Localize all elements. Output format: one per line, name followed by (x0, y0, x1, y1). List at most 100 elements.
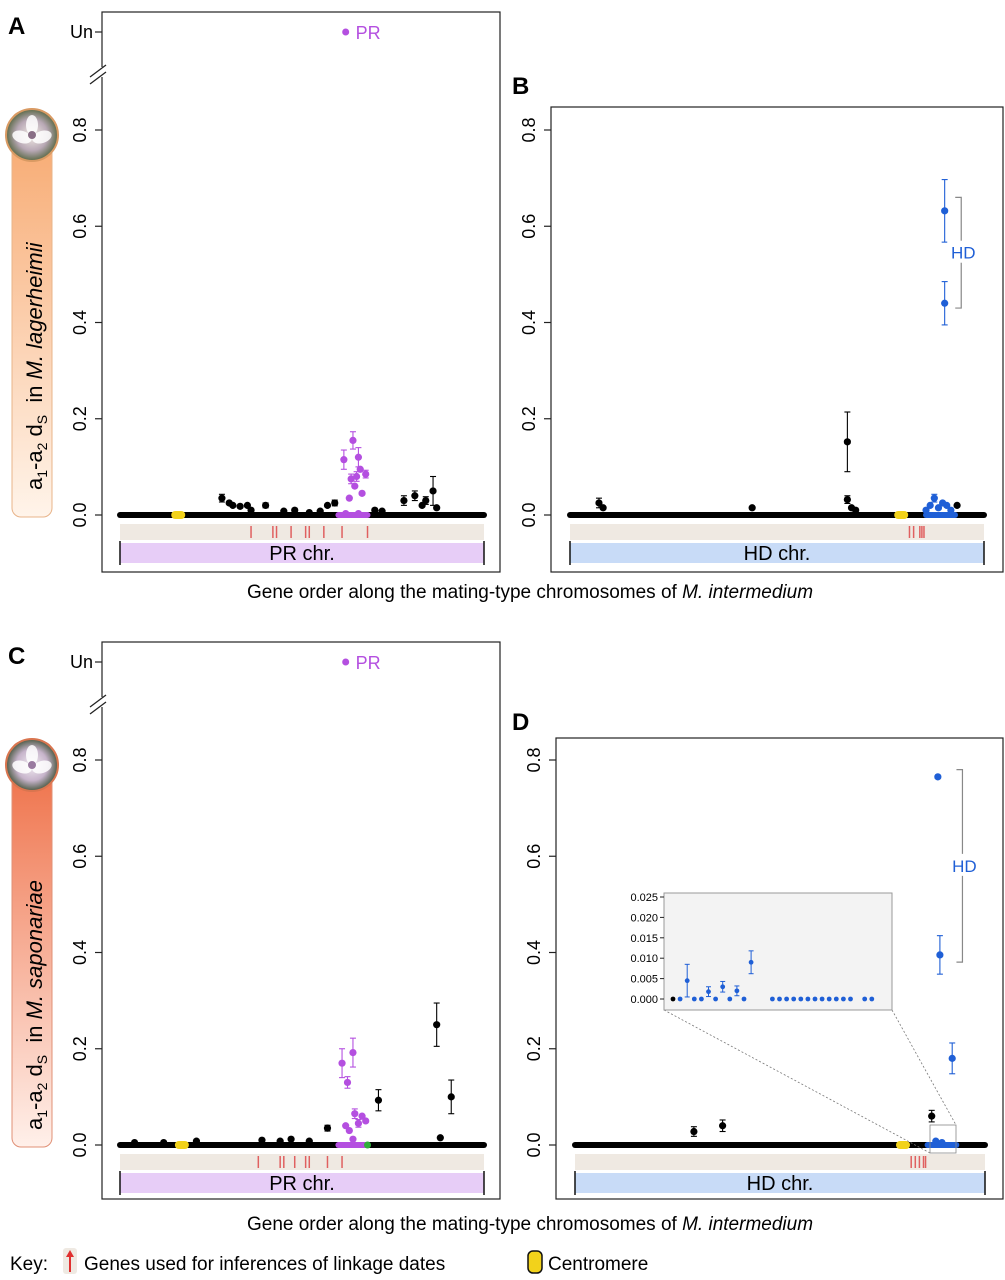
inset-connector (663, 1009, 931, 1154)
centromere-marker (174, 1141, 189, 1149)
data-point (928, 1112, 936, 1120)
inset-data-point (720, 984, 726, 990)
data-point (941, 299, 949, 307)
data-point (305, 1137, 313, 1145)
data-point (236, 502, 244, 510)
data-point (349, 1049, 357, 1057)
data-point (331, 499, 339, 507)
chromosome-label: HD chr. (744, 543, 811, 565)
data-point (351, 1110, 359, 1118)
key-genes-text: Genes used for inferences of linkage dat… (84, 1254, 445, 1275)
unknown-pr-label: PR (356, 653, 381, 673)
y-tick-label: 0.6 (70, 844, 90, 869)
x-caption-bottom: Gene order along the mating-type chromos… (247, 1214, 813, 1235)
y-tick-label: 0.4 (70, 940, 90, 965)
y-tick-un-label: Un (70, 22, 93, 42)
y-tick-label: 0.0 (519, 502, 539, 527)
data-point (353, 472, 361, 481)
inset-data-point (670, 996, 676, 1002)
row-label-a: a1-a2 dS in M. lagerheimii (5, 108, 59, 518)
data-point (433, 1021, 441, 1029)
y-tick-label: 0.0 (70, 1132, 90, 1157)
plot-frame (555, 737, 1004, 1200)
data-point (938, 1138, 946, 1147)
key: Key: Genes used for inferences of linkag… (10, 1248, 648, 1275)
data-point (262, 501, 270, 509)
data-point (354, 1119, 363, 1127)
data-point (276, 1137, 284, 1145)
data-point (947, 506, 955, 514)
inset-data-point (812, 996, 818, 1002)
hd-label: HD (952, 857, 977, 876)
data-point (362, 1117, 370, 1125)
inset-data-point (770, 996, 775, 1002)
panel-b: B 0.0 0.2 0.4 0.6 0.8 HD chr. HD (512, 73, 1004, 573)
data-point (247, 506, 255, 514)
data-point (690, 1127, 698, 1136)
chromosome-bar (120, 1173, 484, 1193)
chromosome-bar (120, 543, 484, 563)
data-point (291, 506, 299, 514)
inset-data-point (798, 996, 804, 1002)
key-centromere-swatch (527, 1250, 543, 1274)
green-marker (364, 1141, 372, 1149)
linkage-track (575, 1154, 985, 1170)
data-point (323, 501, 332, 509)
data-point (218, 494, 226, 502)
data-point (351, 482, 359, 490)
data-point (843, 496, 851, 504)
inset-data-point (684, 978, 690, 984)
data-point (943, 501, 951, 509)
panel-letter: A (8, 13, 25, 40)
axis-break-mark (89, 701, 107, 715)
data-point (343, 1078, 352, 1087)
data-point (358, 489, 366, 497)
data-point (347, 475, 355, 483)
plot-frame (550, 106, 1004, 573)
data-point (342, 509, 350, 518)
inset-source-box (929, 1124, 957, 1154)
inset-data-point (699, 996, 704, 1002)
data-point (599, 504, 607, 512)
data-point (280, 507, 288, 515)
linkage-track (120, 524, 484, 540)
data-point (934, 504, 943, 512)
data-point (433, 504, 441, 512)
inset-data-point (741, 996, 747, 1002)
y-tick-label: 0.8 (519, 117, 539, 142)
data-point (429, 487, 437, 495)
inset: 0.000 0.005 0.010 0.015 0.020 0.025 (630, 892, 957, 1154)
unknown-pr-point (342, 658, 350, 666)
inset-y-tick-label: 0.010 (630, 953, 658, 965)
data-point (436, 1134, 444, 1142)
inset-data-point (713, 996, 718, 1002)
panel-letter: C (8, 643, 25, 670)
data-point (719, 1122, 727, 1130)
data-point (922, 506, 930, 514)
y-tick-label: 0.6 (70, 214, 90, 239)
panel-letter: D (512, 709, 529, 736)
hd-label-bg (948, 853, 979, 876)
data-point (852, 506, 860, 514)
inset-y-tick-label: 0.015 (630, 933, 658, 945)
x-caption-top: Gene order along the mating-type chromos… (247, 582, 813, 603)
row-label-c-text: a1-a2 dS in M. saponariae (22, 880, 50, 1130)
hd-label: HD (951, 244, 976, 263)
inset-data-point (826, 996, 832, 1002)
inset-data-point (706, 989, 711, 995)
inset-frame (663, 892, 893, 1011)
data-point (941, 207, 949, 215)
y-tick-label: 0.6 (519, 214, 539, 239)
data-point (932, 1137, 940, 1145)
linkage-track (570, 524, 984, 540)
y-tick-label: 0.8 (70, 747, 90, 772)
data-point (160, 1138, 168, 1147)
row-label-c: a1-a2 dS in M. saponariae (5, 738, 59, 1148)
inset-data-point (727, 996, 733, 1002)
data-point (287, 1135, 295, 1143)
inset-data-point (677, 996, 683, 1002)
axis-break-mark (89, 71, 107, 85)
chromosome-bar (575, 1173, 985, 1193)
data-point (926, 501, 934, 509)
